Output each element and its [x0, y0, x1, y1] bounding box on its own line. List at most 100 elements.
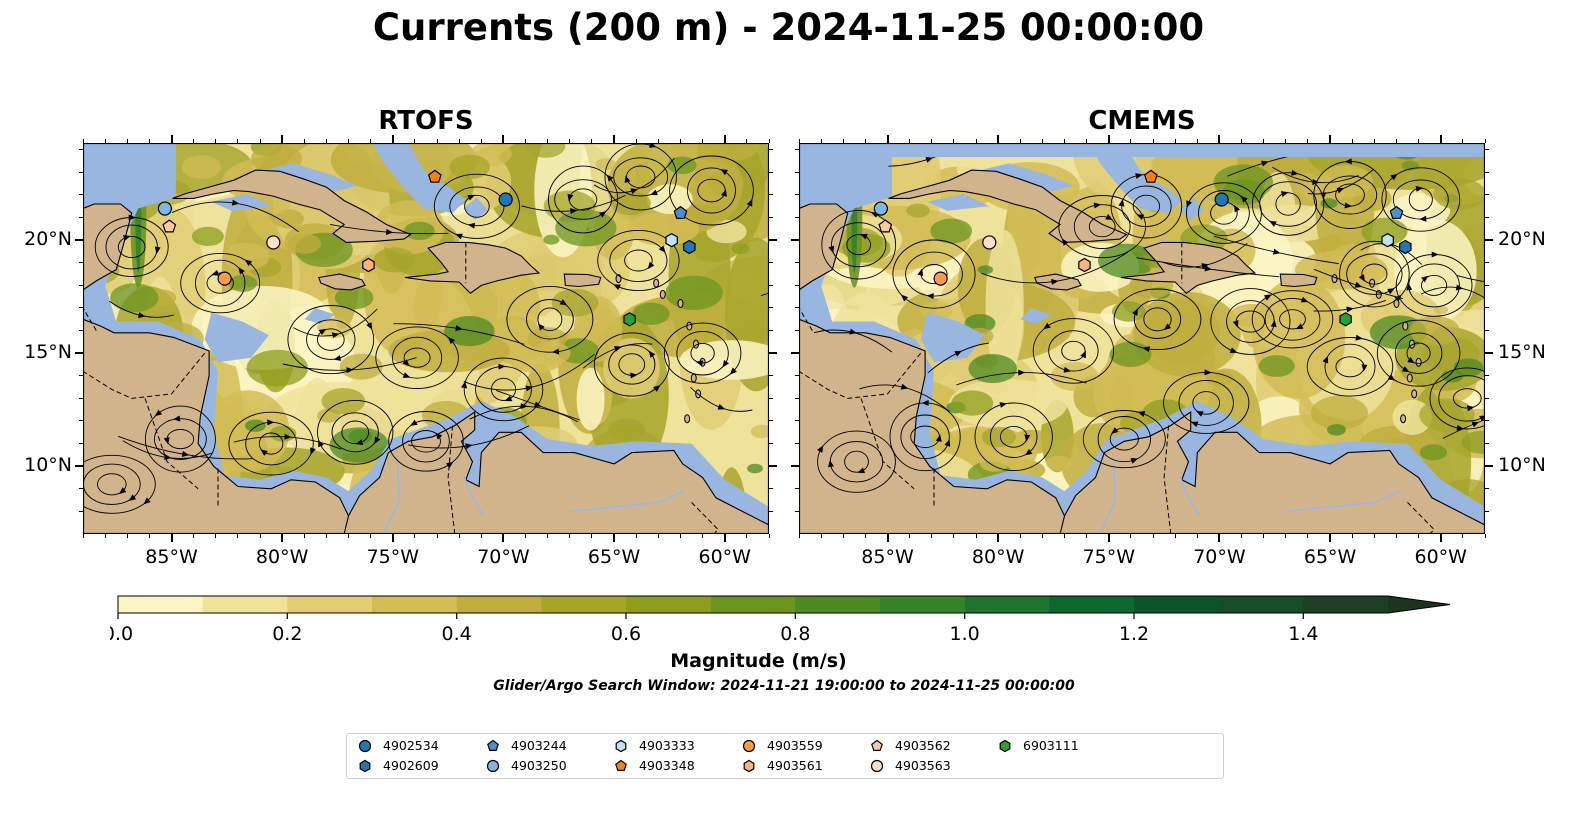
- flow-arrow: [164, 454, 172, 461]
- float-marker-4903348: [427, 169, 442, 183]
- shallow-water: [211, 193, 274, 211]
- streamline: [613, 157, 669, 197]
- legend-label: 4903348: [639, 758, 695, 773]
- flow-arrow: [624, 175, 631, 183]
- tick-mark: [769, 149, 773, 151]
- flow-arrow: [498, 363, 506, 370]
- river: [383, 454, 401, 534]
- tick-mark: [997, 534, 1000, 542]
- flow-arrow: [1093, 202, 1102, 209]
- flow-arrow: [849, 328, 857, 335]
- land-puerto-rico: [1279, 273, 1318, 288]
- tick-mark: [215, 139, 217, 143]
- tick-mark: [798, 139, 800, 143]
- streamline: [1132, 194, 1161, 218]
- colorbar-outline: [117, 595, 1451, 614]
- tick-mark: [1174, 534, 1176, 538]
- tick-mark: [1485, 397, 1489, 399]
- float-marker-4903563: [266, 235, 281, 250]
- streamline: [402, 420, 450, 463]
- flow-arrow: [1063, 366, 1072, 373]
- flow-arrow: [1105, 214, 1113, 220]
- tick-mark: [769, 239, 773, 241]
- river: [1178, 474, 1201, 517]
- streamline: [608, 344, 656, 385]
- tick-mark: [281, 534, 284, 542]
- streamline: [1073, 204, 1131, 249]
- legend-marker: [871, 739, 883, 751]
- flow-arrow: [455, 325, 463, 332]
- streamline: [83, 454, 156, 514]
- flow-arrow: [1061, 238, 1069, 246]
- float-marker-4903348: [1143, 169, 1158, 183]
- float-marker-6903111: [1339, 312, 1352, 327]
- flow-arrow: [606, 174, 614, 182]
- flow-arrow: [828, 245, 835, 254]
- lesser-antilles-island: [1406, 373, 1413, 383]
- pentagon-marker-icon: [615, 759, 627, 771]
- tick-mark: [1241, 139, 1243, 143]
- tick-mark: [798, 534, 800, 538]
- streamline: [316, 328, 345, 351]
- tick-mark: [79, 397, 83, 399]
- circle-marker-icon: [742, 739, 756, 753]
- streamline: [1251, 290, 1334, 349]
- flow-arrow: [1132, 308, 1138, 316]
- tick-mark: [795, 149, 799, 151]
- flow-arrow: [1204, 265, 1212, 272]
- colorbar-segment: [372, 596, 458, 613]
- flow-arrow: [1421, 275, 1429, 283]
- streamline: [375, 326, 459, 389]
- legend-label: 4903333: [639, 738, 695, 753]
- tick-mark: [975, 534, 977, 538]
- tick-mark: [795, 465, 799, 467]
- tick-mark: [931, 139, 933, 143]
- colorbar-segment: [710, 596, 796, 613]
- streamline: [844, 450, 869, 473]
- colorbar-segment: [1134, 596, 1220, 613]
- lat-tick-label: 20°N: [24, 228, 72, 251]
- flow-arrow: [244, 259, 253, 267]
- flow-arrow: [1118, 199, 1125, 207]
- flow-arrow: [567, 193, 574, 202]
- flow-arrow: [827, 459, 834, 468]
- lon-tick-label: 85°W: [861, 546, 914, 568]
- colorbar-tick-label: 0.4: [442, 623, 472, 645]
- flow-arrow: [267, 419, 275, 426]
- streamline: [687, 167, 736, 214]
- tick-mark: [1329, 534, 1331, 538]
- legend-label: 4903561: [767, 758, 823, 773]
- streamline: [974, 402, 1053, 472]
- tick-mark: [635, 534, 637, 538]
- streamline: [593, 332, 670, 397]
- float-marker-6903111: [623, 312, 636, 327]
- tick-mark: [746, 139, 748, 143]
- tick-mark: [679, 139, 681, 143]
- streamline: [1032, 318, 1115, 384]
- tick-mark: [1285, 534, 1287, 538]
- tick-mark: [1485, 149, 1489, 151]
- tick-mark: [171, 139, 173, 143]
- tick-mark: [795, 420, 799, 422]
- tick-mark: [702, 534, 704, 538]
- streamline: [1082, 410, 1166, 469]
- hexagon-marker-icon: [743, 759, 755, 773]
- streamline: [760, 292, 769, 297]
- streamline: [1133, 299, 1182, 339]
- tick-mark: [370, 139, 372, 143]
- pentagon-marker-icon: [871, 739, 883, 751]
- flow-arrow: [1415, 185, 1424, 192]
- tick-mark: [795, 239, 799, 241]
- streamline: [144, 405, 216, 473]
- flow-arrow: [461, 381, 468, 389]
- legend-marker: [742, 739, 756, 753]
- tick-mark: [887, 139, 889, 143]
- streamline: [690, 342, 715, 364]
- flow-arrow: [318, 439, 324, 448]
- flow-arrow: [999, 402, 1007, 408]
- flow-arrow: [467, 222, 476, 229]
- flow-arrow: [1270, 319, 1277, 328]
- tick-mark: [79, 510, 83, 512]
- land-yucatan: [83, 143, 133, 291]
- tick-mark: [79, 262, 83, 264]
